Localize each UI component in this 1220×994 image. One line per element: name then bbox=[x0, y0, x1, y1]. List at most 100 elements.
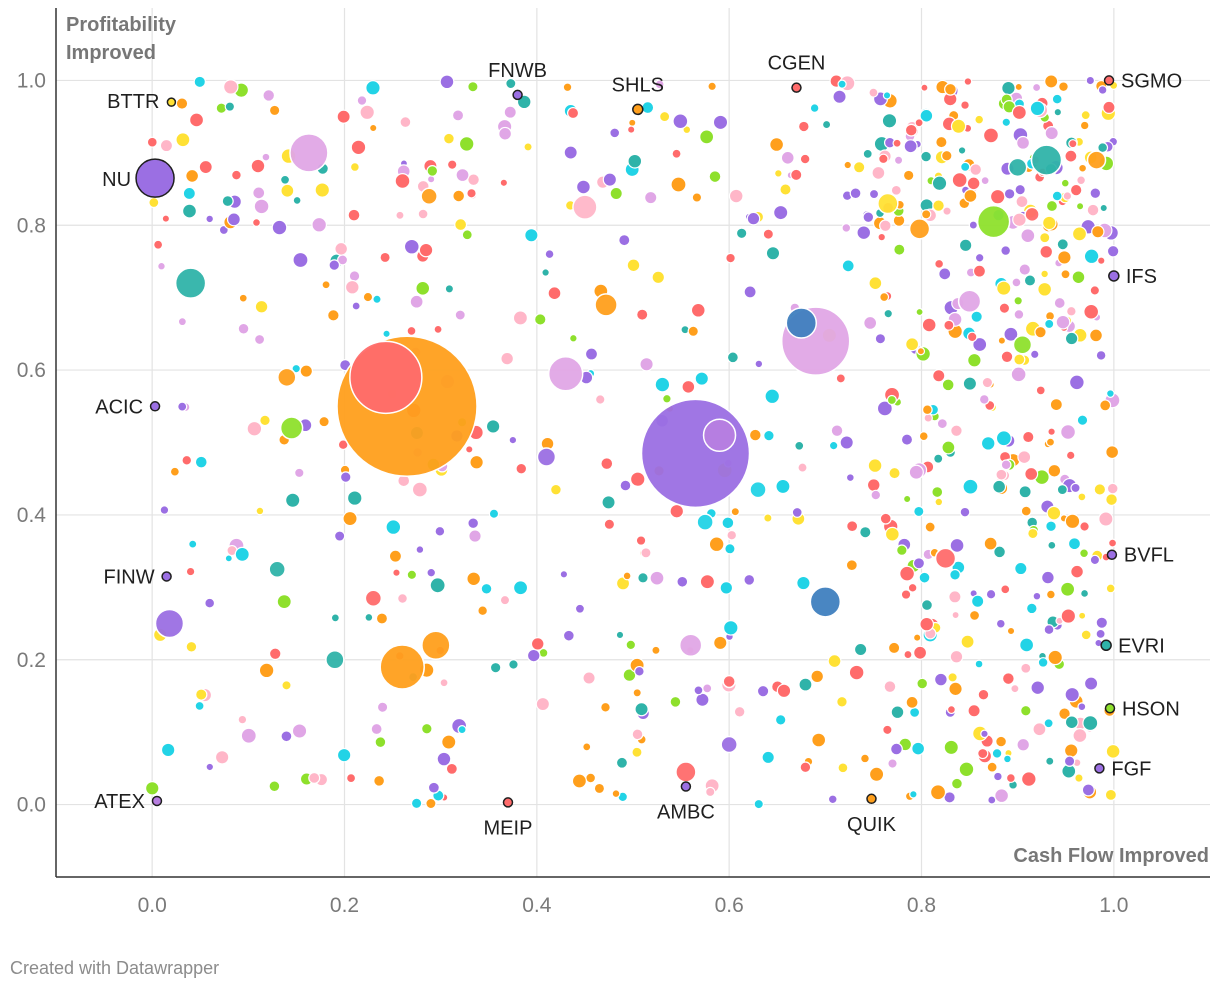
company-point[interactable] bbox=[1045, 756, 1055, 766]
company-point[interactable] bbox=[379, 251, 391, 264]
company-point[interactable] bbox=[1089, 554, 1101, 566]
company-point[interactable] bbox=[280, 183, 295, 198]
company-point[interactable] bbox=[382, 329, 391, 339]
company-point[interactable] bbox=[602, 172, 618, 187]
company-point[interactable] bbox=[562, 82, 573, 93]
company-point[interactable] bbox=[687, 325, 699, 337]
company-point[interactable] bbox=[887, 641, 901, 655]
company-point[interactable] bbox=[318, 415, 330, 428]
company-point[interactable] bbox=[943, 739, 959, 756]
company-point[interactable] bbox=[702, 683, 713, 694]
company-point[interactable] bbox=[827, 654, 842, 669]
company-point[interactable] bbox=[1014, 561, 1028, 576]
company-bubble[interactable] bbox=[749, 480, 767, 499]
company-point[interactable] bbox=[427, 781, 440, 794]
company-point[interactable] bbox=[261, 152, 271, 162]
company-point[interactable] bbox=[947, 672, 958, 683]
company-point[interactable] bbox=[559, 570, 569, 579]
company-point[interactable] bbox=[828, 440, 839, 451]
company-point[interactable] bbox=[1065, 450, 1076, 461]
company-point[interactable] bbox=[967, 352, 982, 368]
company-point[interactable] bbox=[693, 685, 704, 696]
company-point[interactable] bbox=[985, 588, 997, 600]
company-point[interactable] bbox=[454, 218, 468, 232]
company-point[interactable] bbox=[879, 292, 890, 303]
company-point[interactable] bbox=[1077, 702, 1087, 712]
company-point[interactable] bbox=[1078, 163, 1088, 173]
company-point[interactable] bbox=[1064, 331, 1079, 346]
company-point[interactable] bbox=[622, 571, 632, 581]
company-point[interactable] bbox=[188, 539, 198, 549]
company-point[interactable] bbox=[1098, 511, 1114, 527]
company-point[interactable] bbox=[941, 440, 956, 455]
company-point[interactable] bbox=[498, 126, 513, 141]
company-point[interactable] bbox=[246, 420, 263, 437]
company-point[interactable] bbox=[713, 635, 728, 651]
company-point[interactable] bbox=[181, 203, 197, 219]
company-point[interactable] bbox=[862, 211, 875, 224]
company-point[interactable] bbox=[764, 388, 781, 405]
company-point[interactable] bbox=[931, 486, 944, 499]
company-point[interactable] bbox=[1081, 783, 1095, 797]
company-point[interactable] bbox=[726, 529, 738, 541]
company-point[interactable] bbox=[981, 376, 994, 389]
company-point[interactable] bbox=[1047, 463, 1062, 478]
company-point[interactable] bbox=[1083, 303, 1100, 320]
company-point[interactable] bbox=[876, 400, 893, 417]
company-point[interactable] bbox=[385, 519, 402, 535]
company-point[interactable] bbox=[1003, 754, 1012, 764]
labeled-point-finw[interactable] bbox=[161, 571, 172, 582]
company-point[interactable] bbox=[1089, 285, 1101, 296]
company-point[interactable] bbox=[252, 186, 266, 200]
company-point[interactable] bbox=[1077, 492, 1087, 502]
company-point[interactable] bbox=[185, 640, 198, 653]
company-point[interactable] bbox=[291, 723, 308, 739]
company-point[interactable] bbox=[258, 662, 275, 679]
company-bubble[interactable] bbox=[174, 267, 207, 299]
company-point[interactable] bbox=[761, 750, 775, 765]
company-point[interactable] bbox=[743, 573, 756, 586]
company-point[interactable] bbox=[1079, 120, 1090, 131]
company-point[interactable] bbox=[1017, 450, 1032, 465]
company-point[interactable] bbox=[669, 695, 682, 708]
company-point[interactable] bbox=[1064, 715, 1079, 730]
company-point[interactable] bbox=[733, 705, 746, 718]
company-point[interactable] bbox=[691, 192, 703, 203]
company-point[interactable] bbox=[1108, 538, 1118, 548]
company-point[interactable] bbox=[1045, 520, 1057, 533]
company-bubble[interactable] bbox=[678, 633, 703, 658]
company-point[interactable] bbox=[977, 747, 989, 760]
company-bubble[interactable] bbox=[720, 735, 738, 754]
company-point[interactable] bbox=[458, 136, 475, 152]
company-point[interactable] bbox=[911, 741, 926, 756]
company-point[interactable] bbox=[934, 258, 945, 269]
company-point[interactable] bbox=[433, 324, 443, 334]
company-point[interactable] bbox=[1095, 628, 1106, 639]
company-point[interactable] bbox=[1096, 256, 1106, 265]
labeled-point-atex[interactable] bbox=[151, 795, 163, 807]
company-point[interactable] bbox=[1056, 238, 1069, 251]
company-point[interactable] bbox=[181, 454, 193, 466]
company-point[interactable] bbox=[726, 351, 739, 364]
company-point[interactable] bbox=[451, 109, 465, 122]
labeled-point-bvfl[interactable] bbox=[1106, 549, 1118, 560]
company-point[interactable] bbox=[279, 174, 291, 185]
company-point[interactable] bbox=[388, 549, 403, 563]
company-point[interactable] bbox=[600, 457, 614, 471]
company-point[interactable] bbox=[566, 106, 580, 120]
company-point[interactable] bbox=[1105, 445, 1120, 460]
company-point[interactable] bbox=[919, 108, 934, 123]
company-point[interactable] bbox=[1043, 718, 1054, 729]
company-point[interactable] bbox=[252, 218, 261, 227]
company-point[interactable] bbox=[635, 535, 647, 546]
company-point[interactable] bbox=[651, 270, 666, 285]
company-point[interactable] bbox=[611, 789, 621, 799]
company-point[interactable] bbox=[644, 190, 658, 205]
labeled-point-quik[interactable] bbox=[866, 793, 877, 805]
company-point[interactable] bbox=[841, 223, 852, 233]
company-point[interactable] bbox=[600, 701, 611, 713]
company-point[interactable] bbox=[867, 458, 883, 474]
company-point[interactable] bbox=[144, 781, 160, 796]
company-point[interactable] bbox=[933, 453, 944, 464]
company-point[interactable] bbox=[794, 440, 805, 451]
